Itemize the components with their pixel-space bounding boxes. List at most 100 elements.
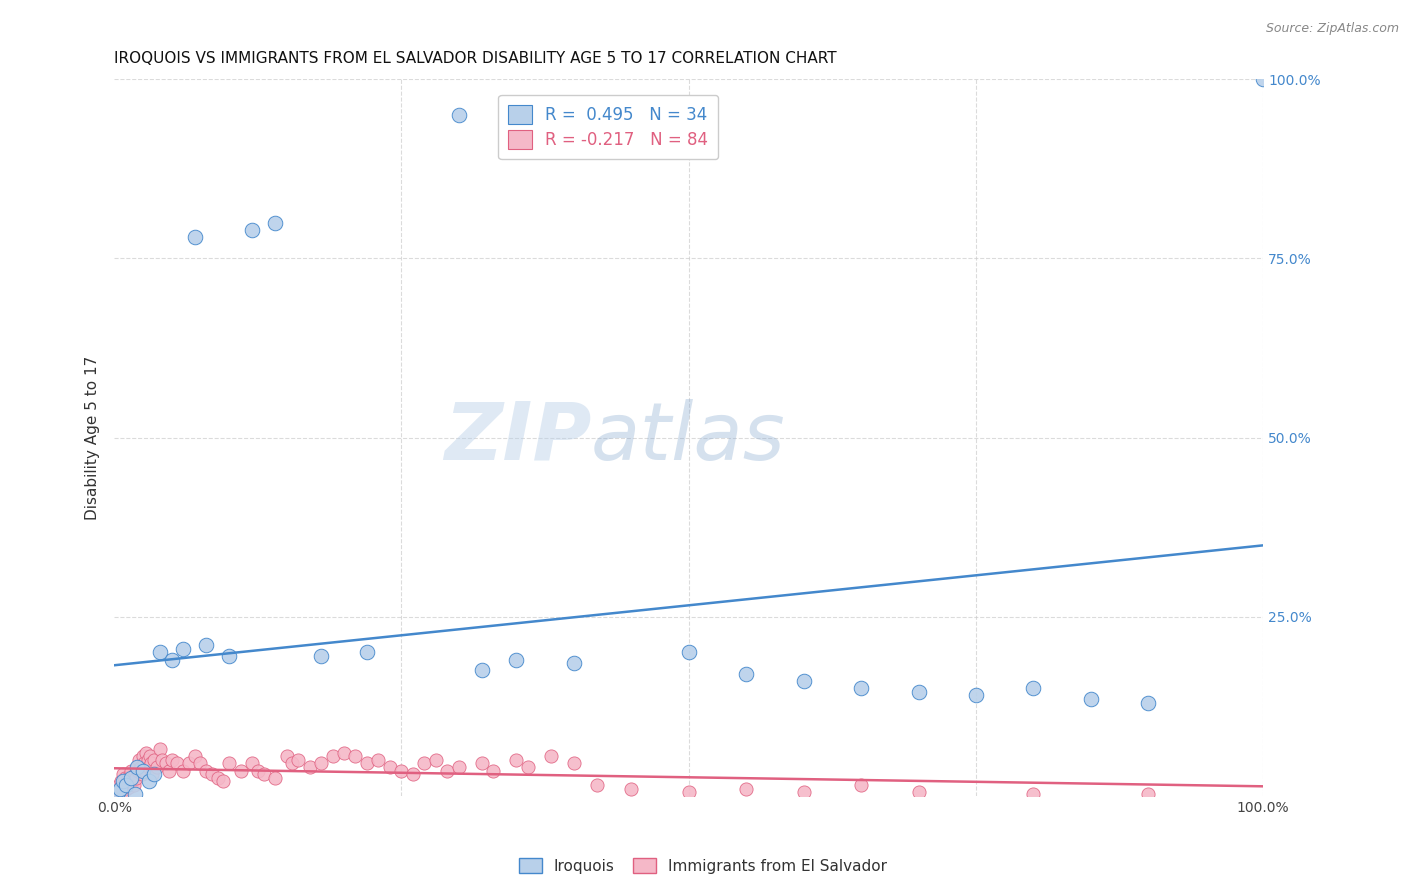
- Point: [240, 756, 263, 771]
- Point: [141, 767, 163, 781]
- Point: [112, 767, 135, 781]
- Point: [281, 756, 304, 771]
- Point: [152, 753, 174, 767]
- Point: [482, 764, 505, 778]
- Point: [298, 760, 321, 774]
- Point: [157, 764, 180, 778]
- Point: [212, 774, 235, 789]
- Point: [190, 756, 212, 771]
- Point: [120, 764, 142, 778]
- Point: [110, 774, 132, 789]
- Point: [143, 767, 166, 781]
- Point: [121, 774, 143, 789]
- Text: atlas: atlas: [591, 399, 786, 476]
- Point: [129, 760, 152, 774]
- Point: [344, 749, 367, 764]
- Point: [172, 764, 194, 778]
- Point: [177, 756, 200, 771]
- Point: [471, 756, 494, 771]
- Point: [120, 771, 142, 785]
- Point: [516, 760, 538, 774]
- Point: [105, 785, 128, 799]
- Point: [505, 753, 527, 767]
- Point: [160, 652, 183, 666]
- Point: [149, 742, 172, 756]
- Point: [391, 764, 413, 778]
- Point: [356, 756, 378, 771]
- Point: [907, 685, 929, 699]
- Point: [425, 753, 447, 767]
- Point: [965, 689, 987, 703]
- Point: [114, 781, 136, 796]
- Point: [127, 760, 149, 774]
- Point: [447, 760, 470, 774]
- Point: [471, 663, 494, 677]
- Point: [112, 774, 135, 789]
- Point: [149, 645, 172, 659]
- Point: [127, 760, 149, 774]
- Point: [678, 645, 700, 659]
- Point: [117, 771, 139, 785]
- Point: [166, 756, 188, 771]
- Point: [735, 781, 758, 796]
- Point: [134, 764, 156, 778]
- Point: [132, 756, 155, 771]
- Point: [333, 746, 356, 760]
- Point: [183, 230, 205, 244]
- Point: [111, 778, 134, 792]
- Point: [562, 656, 585, 670]
- Point: [195, 764, 218, 778]
- Point: [122, 778, 145, 792]
- Point: [585, 778, 607, 792]
- Legend: R =  0.495   N = 34, R = -0.217   N = 84: R = 0.495 N = 34, R = -0.217 N = 84: [499, 95, 718, 159]
- Point: [125, 771, 148, 785]
- Point: [155, 756, 177, 771]
- Point: [378, 760, 401, 774]
- Point: [183, 749, 205, 764]
- Point: [849, 681, 872, 696]
- Point: [143, 753, 166, 767]
- Text: Source: ZipAtlas.com: Source: ZipAtlas.com: [1265, 22, 1399, 36]
- Point: [120, 774, 142, 789]
- Point: [678, 785, 700, 799]
- Point: [402, 767, 425, 781]
- Point: [115, 776, 138, 790]
- Point: [107, 778, 129, 792]
- Point: [252, 767, 274, 781]
- Point: [195, 638, 218, 652]
- Point: [131, 767, 153, 781]
- Point: [505, 652, 527, 666]
- Point: [145, 760, 167, 774]
- Point: [138, 774, 160, 789]
- Text: ZIP: ZIP: [444, 399, 591, 476]
- Text: IROQUOIS VS IMMIGRANTS FROM EL SALVADOR DISABILITY AGE 5 TO 17 CORRELATION CHART: IROQUOIS VS IMMIGRANTS FROM EL SALVADOR …: [114, 51, 837, 66]
- Point: [138, 760, 160, 774]
- Point: [218, 648, 240, 663]
- Point: [436, 764, 458, 778]
- Point: [107, 781, 129, 796]
- Point: [201, 767, 224, 781]
- Point: [139, 749, 162, 764]
- Point: [108, 781, 131, 796]
- Point: [118, 780, 141, 794]
- Point: [124, 767, 146, 781]
- Point: [907, 785, 929, 799]
- Point: [107, 785, 129, 799]
- Point: [1080, 692, 1102, 706]
- Point: [1137, 787, 1160, 801]
- Y-axis label: Disability Age 5 to 17: Disability Age 5 to 17: [86, 355, 100, 520]
- Point: [562, 756, 585, 771]
- Point: [540, 749, 562, 764]
- Point: [849, 778, 872, 792]
- Point: [287, 753, 309, 767]
- Point: [246, 764, 269, 778]
- Point: [128, 753, 150, 767]
- Point: [160, 753, 183, 767]
- Point: [207, 771, 229, 785]
- Point: [127, 764, 149, 778]
- Point: [135, 746, 157, 760]
- Point: [108, 783, 131, 797]
- Point: [1251, 72, 1274, 87]
- Point: [240, 223, 263, 237]
- Point: [1022, 787, 1045, 801]
